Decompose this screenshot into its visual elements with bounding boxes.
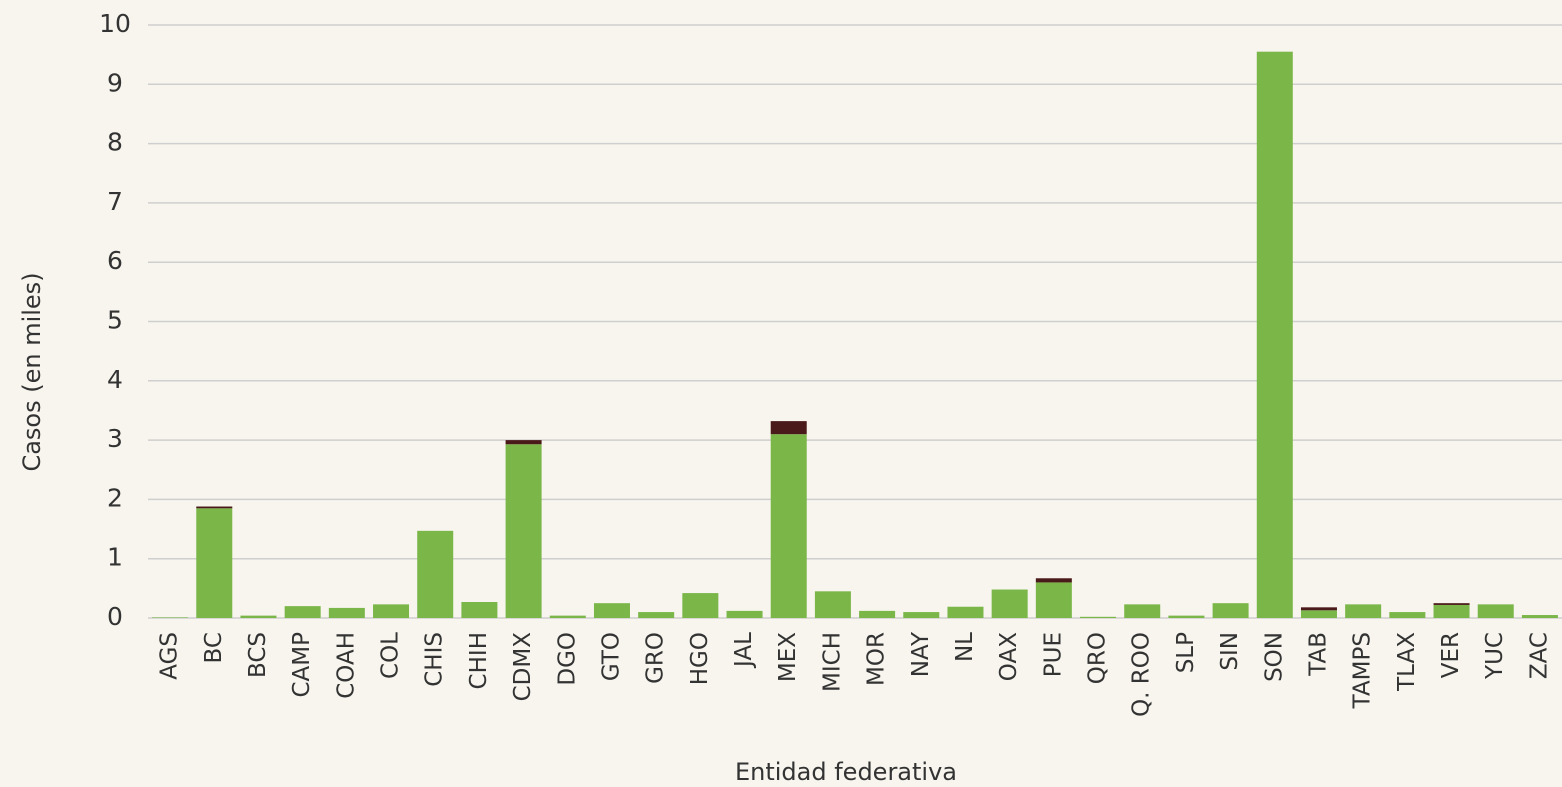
bar-segment xyxy=(947,606,984,618)
x-tick-label: Q. ROO xyxy=(1129,632,1155,717)
x-tick-label: QRO xyxy=(1085,632,1111,684)
bar-segment xyxy=(991,589,1028,618)
x-tick-label: OAX xyxy=(996,632,1022,681)
x-tick-label: SIN xyxy=(1217,632,1243,671)
x-tick-label: MOR xyxy=(864,632,890,686)
bar-segment xyxy=(284,606,321,618)
bar-segment xyxy=(770,421,807,435)
bar-segment xyxy=(770,434,807,618)
bar-segment xyxy=(1035,578,1072,583)
bar-segment xyxy=(328,607,365,618)
x-tick-label: SON xyxy=(1261,632,1287,682)
x-tick-label: ZAC xyxy=(1526,632,1552,679)
x-axis-label: Entidad federativa xyxy=(735,758,957,786)
y-tick-label: 3 xyxy=(107,424,123,453)
y-tick-label: 0 xyxy=(107,602,123,631)
bar-segment xyxy=(1433,604,1470,618)
bar-segment xyxy=(1345,604,1382,618)
x-tick-label: TAMPS xyxy=(1350,632,1376,709)
bar-segment xyxy=(505,440,542,445)
x-tick-label: COL xyxy=(378,632,404,679)
x-tick-label: CAMP xyxy=(289,632,315,698)
bar-segment xyxy=(682,593,719,618)
x-tick-label: DGO xyxy=(554,632,580,686)
y-tick-label: 8 xyxy=(107,128,123,157)
bar-segment xyxy=(1300,610,1337,618)
bar-segment xyxy=(1477,604,1514,618)
x-tick-label: VER xyxy=(1438,632,1464,678)
bar-segment xyxy=(1300,607,1337,611)
x-tick-label: PUE xyxy=(1040,632,1066,677)
x-tick-label: CHIS xyxy=(422,632,448,687)
x-tick-label: TLAX xyxy=(1394,632,1420,692)
y-tick-label: 9 xyxy=(107,68,123,97)
y-tick-label: 1 xyxy=(107,543,123,572)
x-tick-label: SLP xyxy=(1173,632,1199,673)
x-tick-label: TAB xyxy=(1305,632,1331,677)
bar-segment xyxy=(638,612,675,618)
x-tick-label: GRO xyxy=(643,632,669,684)
bar-segment xyxy=(1256,51,1293,619)
bar-segment xyxy=(505,444,542,618)
bar-segment xyxy=(461,601,498,618)
x-tick-label: BCS xyxy=(245,632,271,678)
x-tick-label: MEX xyxy=(775,632,801,682)
x-tick-label: GTO xyxy=(598,632,624,681)
y-tick-label: 6 xyxy=(107,246,123,275)
bar-segment xyxy=(1035,582,1072,618)
bar-segment xyxy=(196,506,233,509)
bar-segment xyxy=(1168,615,1205,618)
x-tick-label: YUC xyxy=(1482,632,1508,680)
bar-segment xyxy=(1433,603,1470,605)
x-tick-label: HGO xyxy=(687,632,713,685)
bar-segment xyxy=(152,617,189,618)
bar-segment xyxy=(240,615,277,618)
bar-segment xyxy=(373,604,410,618)
bar-segment xyxy=(859,610,896,618)
bar-segment xyxy=(593,603,630,618)
bar-segment xyxy=(1124,604,1161,618)
y-tick-label: 2 xyxy=(107,483,123,512)
bar-segment xyxy=(1389,612,1426,618)
x-tick-label: CHIH xyxy=(466,632,492,689)
y-tick-label: 5 xyxy=(107,306,123,335)
y-tick-label: 10 xyxy=(99,9,131,38)
y-tick-label: 4 xyxy=(107,365,123,394)
bar-segment xyxy=(814,591,851,618)
bar-segment xyxy=(903,612,940,618)
bar-segment xyxy=(1521,615,1558,618)
bar-segment xyxy=(417,530,454,618)
x-tick-label: MICH xyxy=(819,632,845,692)
bar-segment xyxy=(1080,616,1117,618)
x-tick-label: JAL xyxy=(731,632,757,669)
bar-segment xyxy=(1212,603,1249,618)
bar-segment xyxy=(726,610,763,618)
x-tick-label: NL xyxy=(952,632,978,662)
x-tick-label: BC xyxy=(201,632,227,663)
x-tick-label: COAH xyxy=(333,632,359,699)
x-tick-label: NAY xyxy=(908,631,934,677)
bar-segment xyxy=(196,508,233,618)
bar-segment xyxy=(549,615,586,618)
y-axis-label: Casos (en miles) xyxy=(18,272,46,471)
y-tick-label: 7 xyxy=(107,187,123,216)
x-tick-label: AGS xyxy=(157,632,183,680)
x-tick-label: CDMX xyxy=(510,632,536,702)
